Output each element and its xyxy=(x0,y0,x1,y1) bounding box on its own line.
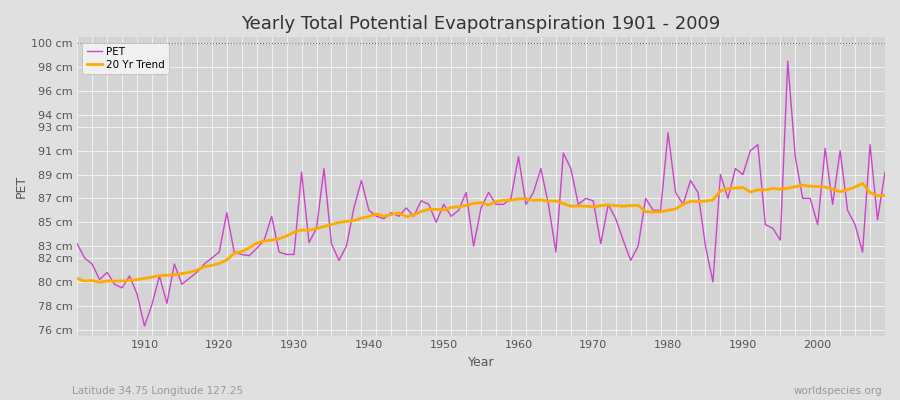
20 Yr Trend xyxy=(879,193,890,198)
20 Yr Trend xyxy=(513,196,524,201)
X-axis label: Year: Year xyxy=(468,356,494,369)
20 Yr Trend xyxy=(303,228,314,233)
20 Yr Trend xyxy=(94,280,105,285)
Text: worldspecies.org: worldspecies.org xyxy=(794,386,882,396)
PET xyxy=(303,240,314,245)
20 Yr Trend xyxy=(72,276,83,281)
Title: Yearly Total Potential Evapotranspiration 1901 - 2009: Yearly Total Potential Evapotranspiratio… xyxy=(241,15,721,33)
20 Yr Trend xyxy=(348,218,359,223)
PET xyxy=(879,170,890,174)
20 Yr Trend xyxy=(140,276,150,281)
Line: 20 Yr Trend: 20 Yr Trend xyxy=(77,183,885,282)
Line: PET: PET xyxy=(77,61,885,326)
PET xyxy=(610,216,621,221)
20 Yr Trend xyxy=(857,181,868,186)
Y-axis label: PET: PET xyxy=(15,175,28,198)
Legend: PET, 20 Yr Trend: PET, 20 Yr Trend xyxy=(82,42,169,74)
20 Yr Trend xyxy=(520,196,531,201)
PET xyxy=(72,241,83,246)
PET xyxy=(140,324,150,328)
Text: Latitude 34.75 Longitude 127.25: Latitude 34.75 Longitude 127.25 xyxy=(72,386,243,396)
PET xyxy=(131,292,142,296)
PET xyxy=(513,154,524,159)
PET xyxy=(348,206,359,210)
PET xyxy=(782,59,793,64)
PET xyxy=(520,202,531,207)
20 Yr Trend xyxy=(610,203,621,208)
